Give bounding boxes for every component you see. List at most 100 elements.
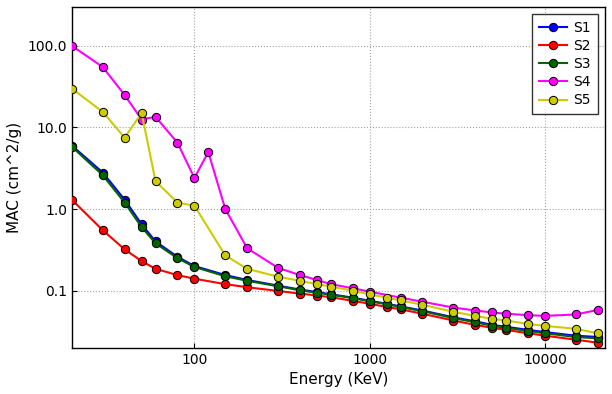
S5 xyxy=(542,323,549,328)
S2 xyxy=(502,327,510,332)
S2 xyxy=(296,291,304,296)
S4 xyxy=(152,114,159,119)
S2 xyxy=(244,285,251,290)
S2 xyxy=(383,305,390,309)
Line: S3: S3 xyxy=(68,143,602,342)
S3 xyxy=(450,316,457,320)
S5 xyxy=(594,331,602,336)
S1 xyxy=(174,255,181,259)
S2 xyxy=(542,333,549,338)
S1 xyxy=(138,222,145,227)
S3 xyxy=(99,173,106,178)
S5 xyxy=(274,274,282,279)
S4 xyxy=(366,289,373,294)
S3 xyxy=(524,329,532,333)
S2 xyxy=(488,325,496,330)
S2 xyxy=(222,282,229,286)
S2 xyxy=(472,323,479,327)
S4 xyxy=(191,176,198,180)
S3 xyxy=(244,279,251,283)
S5 xyxy=(524,322,532,326)
S4 xyxy=(274,266,282,270)
S4 xyxy=(524,313,532,318)
S1 xyxy=(383,301,390,306)
S5 xyxy=(121,135,129,140)
S3 xyxy=(488,323,496,328)
S4 xyxy=(204,150,212,154)
S3 xyxy=(397,305,405,309)
S2 xyxy=(524,331,532,336)
S5 xyxy=(572,327,580,331)
S4 xyxy=(397,295,405,300)
S4 xyxy=(68,43,75,48)
S3 xyxy=(174,256,181,260)
S5 xyxy=(383,295,390,300)
S1 xyxy=(244,278,251,282)
S2 xyxy=(68,197,75,202)
S2 xyxy=(99,228,106,232)
S3 xyxy=(502,325,510,330)
S3 xyxy=(366,299,373,304)
S2 xyxy=(419,311,426,316)
S3 xyxy=(191,265,198,269)
S1 xyxy=(222,273,229,277)
S5 xyxy=(472,314,479,318)
S3 xyxy=(419,309,426,314)
S1 xyxy=(366,298,373,303)
S1 xyxy=(594,335,602,339)
S3 xyxy=(472,320,479,325)
S4 xyxy=(327,282,335,286)
S2 xyxy=(450,318,457,323)
S5 xyxy=(296,279,304,283)
S4 xyxy=(472,308,479,313)
S5 xyxy=(313,282,321,286)
S4 xyxy=(594,308,602,312)
S3 xyxy=(383,302,390,307)
S1 xyxy=(502,324,510,329)
S4 xyxy=(174,140,181,145)
S2 xyxy=(313,293,321,298)
S5 xyxy=(99,110,106,114)
S3 xyxy=(274,284,282,289)
S1 xyxy=(68,143,75,148)
S5 xyxy=(138,111,145,115)
S1 xyxy=(472,319,479,324)
S4 xyxy=(138,117,145,122)
S5 xyxy=(502,318,510,323)
Line: S1: S1 xyxy=(68,141,602,341)
S1 xyxy=(450,315,457,320)
S2 xyxy=(572,337,580,342)
S5 xyxy=(244,266,251,271)
S3 xyxy=(349,296,356,301)
S1 xyxy=(99,170,106,175)
S1 xyxy=(349,295,356,300)
S5 xyxy=(191,203,198,208)
S1 xyxy=(524,327,532,332)
S3 xyxy=(327,292,335,297)
Line: S5: S5 xyxy=(68,84,602,337)
S1 xyxy=(121,197,129,202)
S4 xyxy=(313,278,321,282)
S4 xyxy=(121,93,129,97)
S1 xyxy=(313,290,321,294)
S1 xyxy=(572,333,580,338)
S3 xyxy=(296,288,304,293)
S5 xyxy=(174,200,181,205)
S5 xyxy=(68,86,75,91)
Line: S4: S4 xyxy=(68,42,602,320)
S1 xyxy=(488,323,496,327)
S5 xyxy=(419,303,426,307)
S3 xyxy=(152,241,159,246)
S2 xyxy=(349,298,356,303)
S3 xyxy=(313,290,321,295)
S3 xyxy=(138,225,145,229)
S5 xyxy=(397,298,405,303)
S2 xyxy=(327,295,335,299)
S2 xyxy=(191,276,198,281)
S5 xyxy=(152,179,159,184)
S4 xyxy=(222,207,229,212)
S4 xyxy=(296,273,304,277)
S2 xyxy=(121,247,129,252)
Line: S2: S2 xyxy=(68,195,602,347)
S3 xyxy=(121,200,129,205)
